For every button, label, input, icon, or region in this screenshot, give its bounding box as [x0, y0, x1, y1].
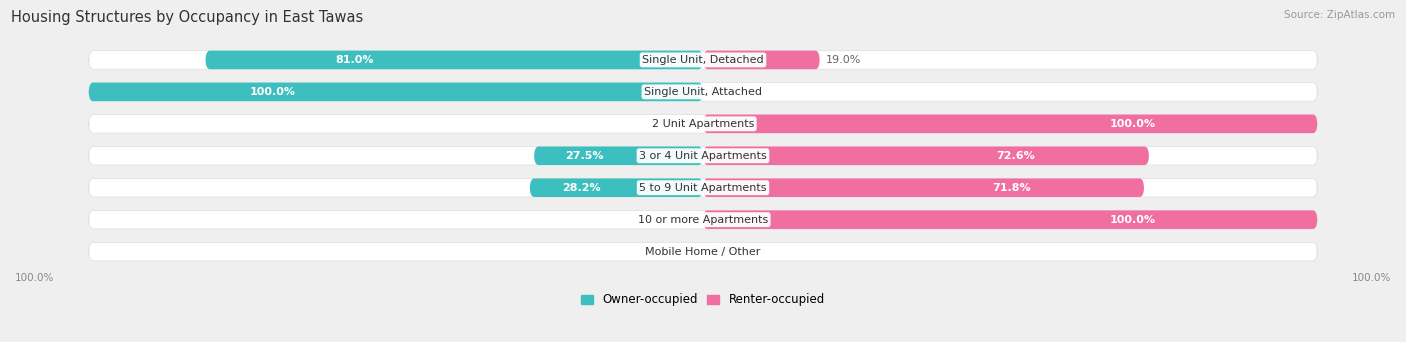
Text: 100.0%: 100.0% — [1109, 119, 1156, 129]
FancyBboxPatch shape — [703, 146, 1149, 165]
Text: Housing Structures by Occupancy in East Tawas: Housing Structures by Occupancy in East … — [11, 10, 364, 25]
Text: 72.6%: 72.6% — [995, 151, 1035, 161]
Text: 0.0%: 0.0% — [709, 247, 737, 256]
FancyBboxPatch shape — [89, 179, 1317, 197]
FancyBboxPatch shape — [703, 210, 1317, 229]
FancyBboxPatch shape — [89, 83, 1317, 101]
FancyBboxPatch shape — [530, 179, 703, 197]
Text: Source: ZipAtlas.com: Source: ZipAtlas.com — [1284, 10, 1395, 20]
Text: 100.0%: 100.0% — [15, 273, 55, 283]
Text: 19.0%: 19.0% — [825, 55, 862, 65]
Text: 10 or more Apartments: 10 or more Apartments — [638, 215, 768, 225]
FancyBboxPatch shape — [703, 51, 820, 69]
FancyBboxPatch shape — [89, 210, 1317, 229]
FancyBboxPatch shape — [89, 242, 1317, 261]
Text: Single Unit, Attached: Single Unit, Attached — [644, 87, 762, 97]
Text: 28.2%: 28.2% — [562, 183, 600, 193]
Text: 3 or 4 Unit Apartments: 3 or 4 Unit Apartments — [640, 151, 766, 161]
Text: 0.0%: 0.0% — [669, 215, 697, 225]
FancyBboxPatch shape — [89, 115, 1317, 133]
Text: 0.0%: 0.0% — [669, 247, 697, 256]
FancyBboxPatch shape — [534, 146, 703, 165]
Text: 100.0%: 100.0% — [1109, 215, 1156, 225]
Text: 5 to 9 Unit Apartments: 5 to 9 Unit Apartments — [640, 183, 766, 193]
FancyBboxPatch shape — [89, 83, 703, 101]
FancyBboxPatch shape — [703, 115, 1317, 133]
Text: 2 Unit Apartments: 2 Unit Apartments — [652, 119, 754, 129]
Text: 100.0%: 100.0% — [1351, 273, 1391, 283]
Text: 81.0%: 81.0% — [336, 55, 374, 65]
FancyBboxPatch shape — [89, 146, 1317, 165]
FancyBboxPatch shape — [205, 51, 703, 69]
Text: 100.0%: 100.0% — [250, 87, 297, 97]
Text: Mobile Home / Other: Mobile Home / Other — [645, 247, 761, 256]
Text: Single Unit, Detached: Single Unit, Detached — [643, 55, 763, 65]
FancyBboxPatch shape — [89, 51, 1317, 69]
Text: 0.0%: 0.0% — [669, 119, 697, 129]
FancyBboxPatch shape — [703, 179, 1144, 197]
Text: 0.0%: 0.0% — [709, 87, 737, 97]
Legend: Owner-occupied, Renter-occupied: Owner-occupied, Renter-occupied — [581, 293, 825, 306]
Text: 27.5%: 27.5% — [565, 151, 605, 161]
Text: 71.8%: 71.8% — [993, 183, 1031, 193]
